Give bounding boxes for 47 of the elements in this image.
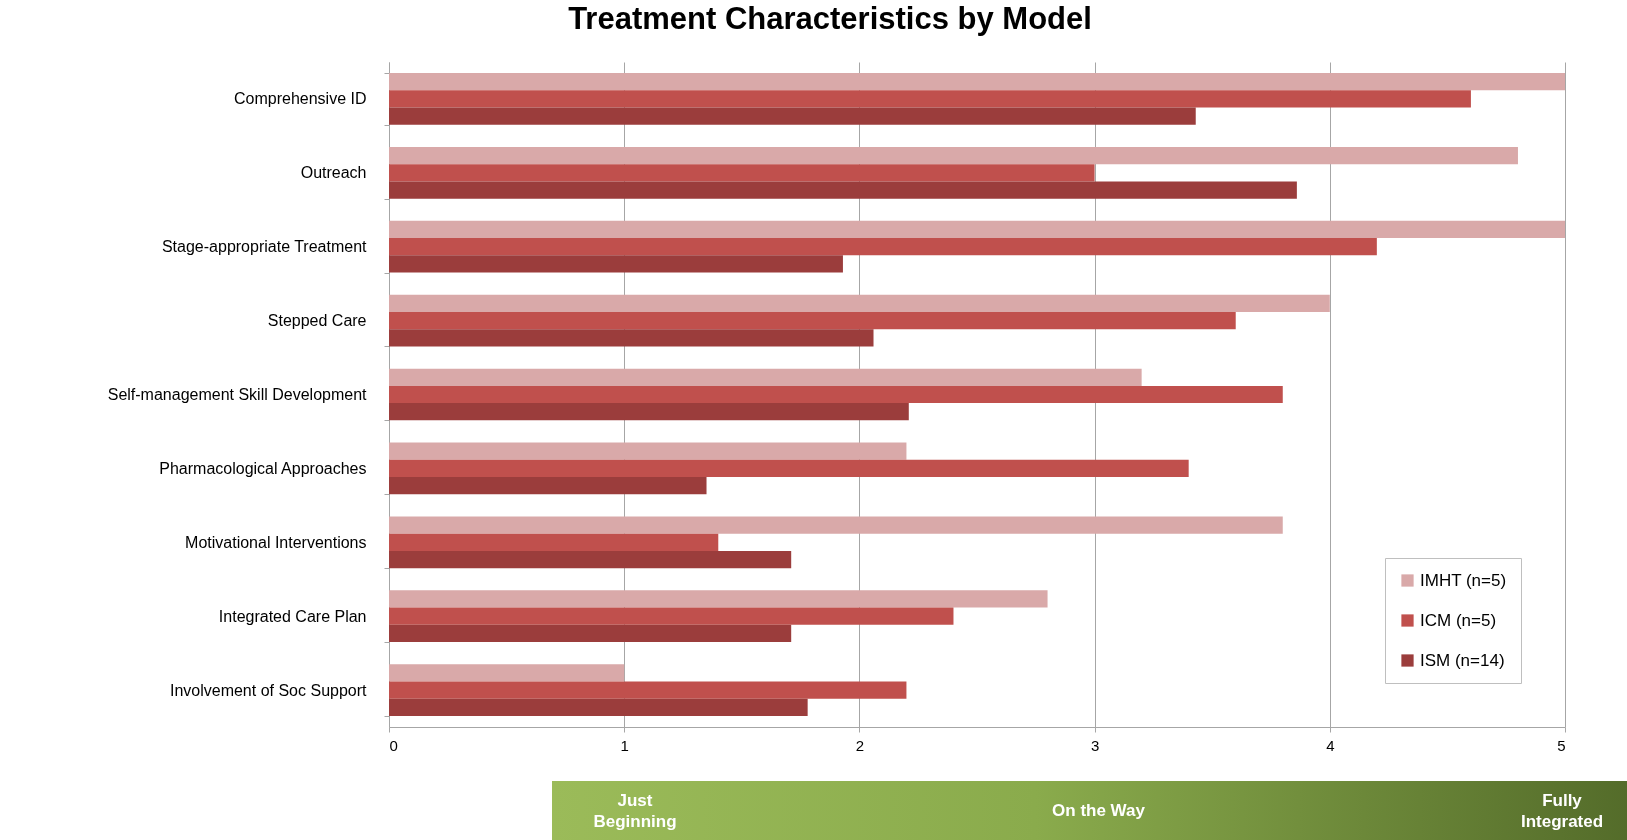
chart-title: Treatment Characteristics by Model xyxy=(568,1,1092,36)
y-tick-label: Stage-appropriate Treatment xyxy=(161,238,368,256)
bar xyxy=(389,107,1196,125)
bar xyxy=(389,403,909,421)
x-tick-label: 3 xyxy=(1090,736,1100,754)
bar xyxy=(389,533,719,551)
gradient-scale: Just Beginning On the Way Fully Integrated xyxy=(552,781,1627,840)
bar xyxy=(389,607,954,625)
x-tick-label: 0 xyxy=(389,736,398,754)
x-tick-label: 1 xyxy=(620,736,629,754)
x-tick-label: 5 xyxy=(1557,736,1566,754)
bar xyxy=(389,550,792,569)
x-tick-label: 2 xyxy=(855,736,865,754)
bar xyxy=(389,681,907,699)
y-tick-label: Involvement of Soc Support xyxy=(169,681,368,699)
bar xyxy=(389,442,907,460)
bar xyxy=(389,368,1142,386)
y-tick-label: Motivational Interventions xyxy=(185,533,367,551)
y-tick-label: Integrated Care Plan xyxy=(218,607,367,625)
bar xyxy=(389,624,792,643)
bar xyxy=(389,385,1283,404)
bar xyxy=(389,459,1189,478)
bar xyxy=(389,516,1283,534)
bar xyxy=(389,294,1330,312)
bar xyxy=(389,255,843,273)
bar xyxy=(389,181,1297,199)
bar xyxy=(389,238,1377,256)
bar xyxy=(389,90,1471,108)
bar xyxy=(389,590,1048,608)
bar xyxy=(389,477,707,495)
y-tick-label: Pharmacological Approaches xyxy=(159,459,367,477)
y-tick-label: Stepped Care xyxy=(267,312,367,330)
y-tick-label: Comprehensive ID xyxy=(234,90,367,108)
legend-label: ISM (n=14) xyxy=(1420,650,1505,670)
bar xyxy=(389,664,625,682)
bar xyxy=(389,146,1518,165)
legend-label: IMHT (n=5) xyxy=(1420,570,1507,590)
y-tick-label: Outreach xyxy=(300,164,367,182)
bar xyxy=(389,311,1236,330)
bar xyxy=(389,220,1565,239)
bar xyxy=(389,329,874,347)
x-tick-label: 4 xyxy=(1326,736,1335,754)
y-tick-label: Self-management Skill Development xyxy=(107,386,368,403)
bar xyxy=(389,73,1565,91)
legend-label: ICM (n=5) xyxy=(1420,610,1497,630)
bar xyxy=(389,164,1095,182)
bar xyxy=(389,698,808,716)
